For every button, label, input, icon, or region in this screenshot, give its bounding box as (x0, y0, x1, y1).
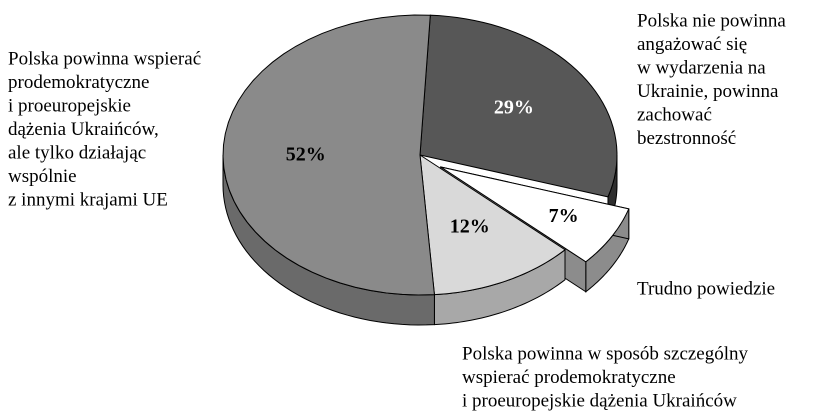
slice (419, 14, 618, 198)
category-label: i proeuropejskie (8, 95, 131, 116)
category-label: wspierać prodemokratyczne (462, 367, 676, 388)
category-label: w wydarzenia na (637, 57, 766, 78)
category-label: angażować się (637, 34, 747, 55)
category-label: zachować (637, 104, 712, 125)
value-label: 52% (286, 143, 326, 165)
category-label: i proeuropejskie dążenia Ukraińców (462, 390, 737, 411)
slice (222, 14, 435, 296)
category-label: bezstronność (637, 128, 736, 149)
value-label: 29% (494, 96, 534, 118)
category-label: Trudno powiedzie (637, 278, 775, 299)
category-label: prodemokratyczne (8, 72, 149, 93)
category-label: Polska powinna w sposób szczególny (462, 343, 749, 364)
category-label: z innymi krajami UE (8, 189, 168, 210)
value-label: 12% (450, 216, 490, 238)
slice (440, 166, 630, 263)
slice (419, 154, 566, 296)
category-label: Ukrainie, powinna (637, 81, 779, 102)
category-label: ale tylko działając (8, 142, 146, 163)
category-label: dążenia Ukraińców, (8, 119, 159, 140)
value-label: 7% (549, 205, 579, 227)
category-label: Polska nie powinna (637, 10, 786, 31)
category-label: wspólnie (8, 166, 77, 187)
category-label: Polska powinna wspierać (8, 48, 201, 69)
